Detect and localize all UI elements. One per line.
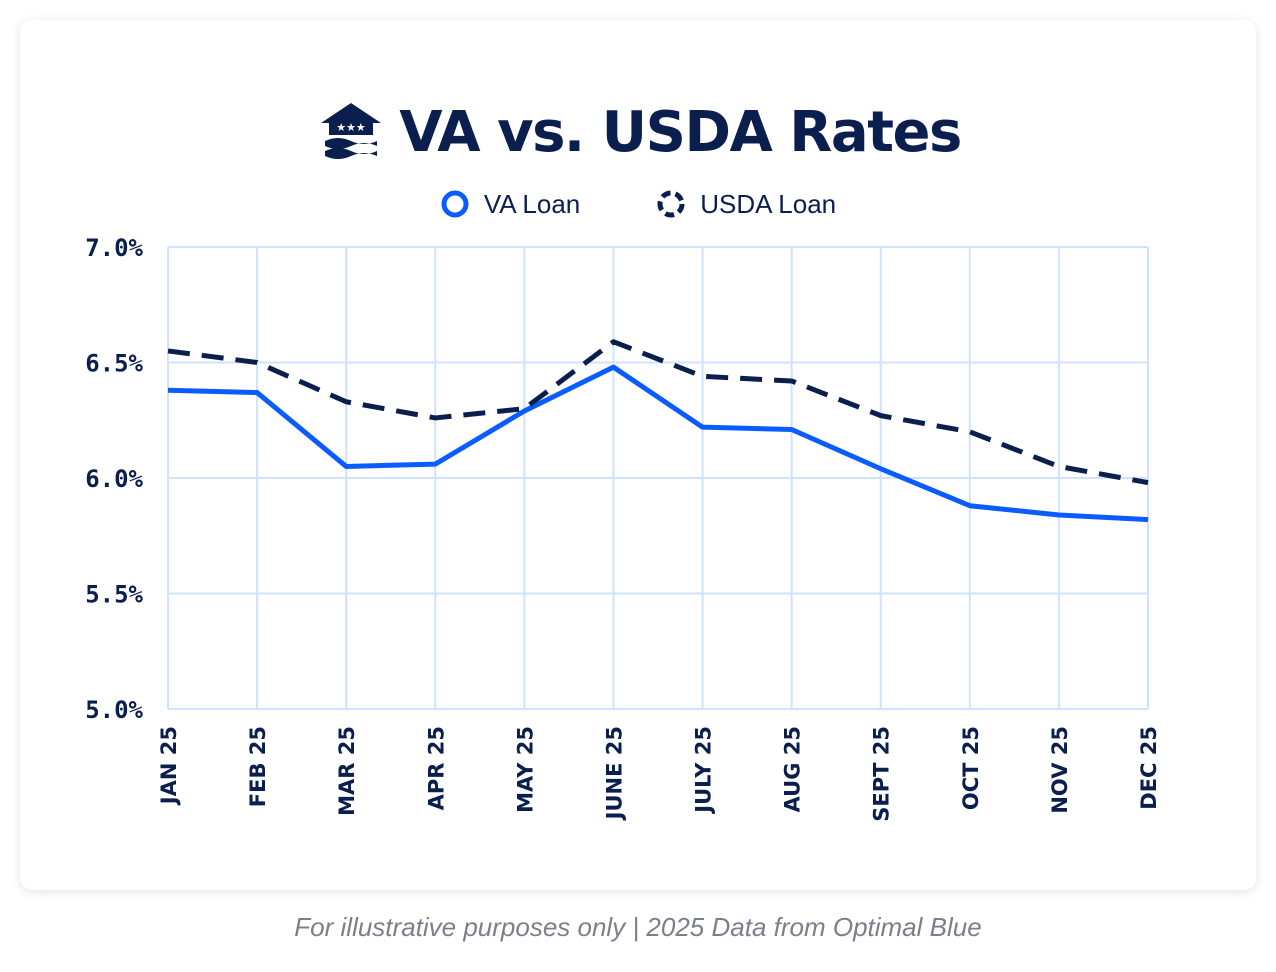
legend-item-usda: USDA Loan xyxy=(656,189,836,220)
x-tick-label: FEB 25 xyxy=(246,726,270,807)
x-tick-label: SEPT 25 xyxy=(870,726,894,822)
y-tick-label: 6.5% xyxy=(85,350,143,378)
house-flag-logo-icon: ★★★ xyxy=(321,103,382,159)
x-tick-label: MAR 25 xyxy=(335,726,359,816)
x-tick-label: JULY 25 xyxy=(692,726,716,815)
legend: VA Loan USDA Loan xyxy=(20,184,1256,224)
x-tick-label: OCT 25 xyxy=(959,726,983,810)
chart-title: VA vs. USDA Rates xyxy=(399,99,962,165)
legend-item-va: VA Loan xyxy=(440,189,580,220)
y-tick-label: 7.0% xyxy=(85,234,143,262)
y-tick-label: 5.5% xyxy=(85,581,143,609)
x-tick-label: NOV 25 xyxy=(1048,726,1072,814)
svg-text:★★★: ★★★ xyxy=(336,121,366,134)
va-loan-legend-marker-icon xyxy=(441,190,469,218)
x-tick-label: MAY 25 xyxy=(513,726,537,813)
y-tick-label: 6.0% xyxy=(85,465,143,493)
legend-label-va: VA Loan xyxy=(483,188,581,219)
va-loan-series-line xyxy=(167,364,1149,523)
caption: For illustrative purposes only | 2025 Da… xyxy=(294,912,982,942)
title-row: ★★★ VA vs. USDA Rates xyxy=(20,92,1256,172)
x-tick-label: DEC 25 xyxy=(1137,726,1161,810)
x-tick-label: AUG 25 xyxy=(781,726,805,812)
usda-loan-series-line xyxy=(167,339,1149,486)
legend-label-usda: USDA Loan xyxy=(700,188,837,219)
x-tick-label: JUNE 25 xyxy=(602,726,626,821)
x-tick-label: APR 25 xyxy=(424,726,448,810)
y-tick-label: 5.0% xyxy=(85,696,143,724)
x-tick-label: JAN 25 xyxy=(157,726,181,806)
chart-card: ★★★ VA vs. USDA Rates VA Loan USDA Loan xyxy=(20,20,1256,890)
usda-loan-legend-marker-icon xyxy=(657,190,685,218)
